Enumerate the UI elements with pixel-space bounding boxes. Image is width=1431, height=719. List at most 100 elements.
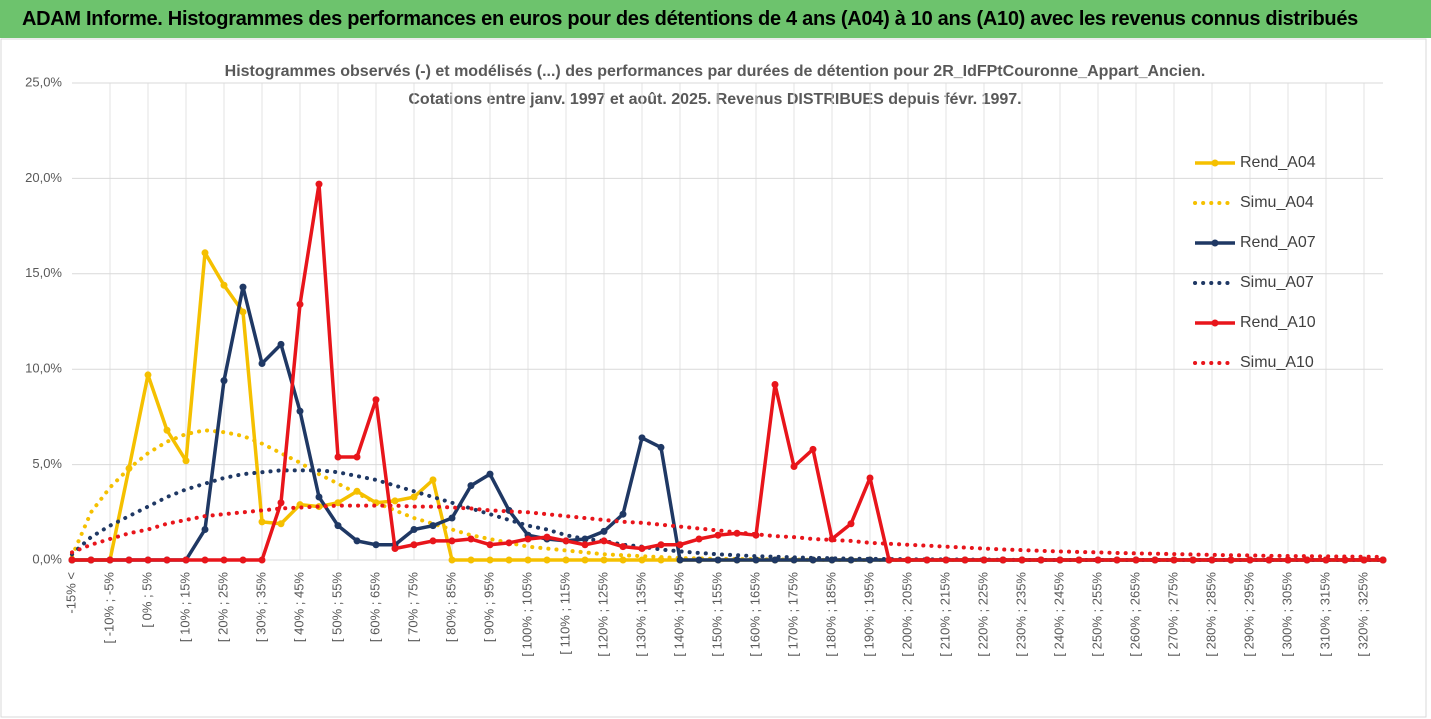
point bbox=[239, 556, 247, 564]
x-tick-label: [ 290% ; 295% bbox=[1241, 572, 1256, 657]
point bbox=[923, 556, 931, 564]
point bbox=[1151, 556, 1159, 564]
point bbox=[410, 541, 418, 549]
legend-label: Rend_A04 bbox=[1240, 154, 1316, 171]
y-tick-label: 5,0% bbox=[32, 456, 62, 471]
x-tick-label: [ 160% ; 165% bbox=[747, 572, 762, 657]
point bbox=[619, 543, 627, 551]
x-tick-label: [ 310% ; 315% bbox=[1317, 572, 1332, 657]
point bbox=[733, 556, 741, 564]
point bbox=[201, 556, 209, 564]
point bbox=[961, 556, 969, 564]
x-tick-label: [ 320% ; 325% bbox=[1355, 572, 1370, 657]
point bbox=[657, 541, 665, 549]
point bbox=[315, 180, 323, 188]
point bbox=[448, 537, 456, 545]
point bbox=[106, 556, 114, 564]
point bbox=[657, 443, 665, 451]
point bbox=[429, 476, 437, 484]
x-tick-label: [ 50% ; 55% bbox=[329, 572, 344, 643]
point bbox=[600, 527, 608, 535]
point bbox=[448, 556, 456, 564]
point bbox=[771, 380, 779, 388]
point bbox=[258, 518, 266, 526]
x-tick-label: [ 60% ; 65% bbox=[367, 572, 382, 643]
series-line bbox=[70, 468, 1385, 562]
point bbox=[220, 556, 228, 564]
point bbox=[676, 556, 684, 564]
point bbox=[391, 545, 399, 553]
point bbox=[353, 453, 361, 461]
point bbox=[524, 535, 532, 543]
point bbox=[1303, 556, 1311, 564]
point bbox=[809, 445, 817, 453]
point bbox=[562, 537, 570, 545]
legend-label: Simu_A10 bbox=[1240, 354, 1314, 371]
point bbox=[543, 533, 551, 541]
point bbox=[277, 340, 285, 348]
point bbox=[372, 541, 380, 549]
point bbox=[467, 556, 475, 564]
point bbox=[1265, 556, 1273, 564]
x-tick-label: [ 70% ; 75% bbox=[405, 572, 420, 643]
point bbox=[866, 474, 874, 482]
x-tick-label: [ 270% ; 275% bbox=[1165, 572, 1180, 657]
x-tick-label: [ 190% ; 195% bbox=[861, 572, 876, 657]
x-tick-label: [ 140% ; 145% bbox=[671, 572, 686, 657]
point bbox=[201, 249, 209, 257]
x-tick-label: [ 300% ; 305% bbox=[1279, 572, 1294, 657]
point bbox=[429, 537, 437, 545]
point bbox=[543, 556, 551, 564]
x-tick-label: [ 220% ; 225% bbox=[975, 572, 990, 657]
point bbox=[752, 556, 760, 564]
point bbox=[600, 537, 608, 545]
point bbox=[239, 283, 247, 291]
x-tick-label: [ 280% ; 285% bbox=[1203, 572, 1218, 657]
point bbox=[695, 535, 703, 543]
series-line bbox=[70, 503, 1385, 559]
point bbox=[1037, 556, 1045, 564]
point bbox=[619, 556, 627, 564]
point bbox=[1246, 556, 1254, 564]
point bbox=[448, 514, 456, 522]
point bbox=[258, 556, 266, 564]
point bbox=[505, 556, 513, 564]
x-tick-label: [ 230% ; 235% bbox=[1013, 572, 1028, 657]
x-tick-label: [ 240% ; 245% bbox=[1051, 572, 1066, 657]
series-line bbox=[72, 285, 1383, 562]
chart: Histogrammes observés (-) et modélisés (… bbox=[0, 38, 1427, 718]
legend-label: Rend_A07 bbox=[1240, 234, 1316, 251]
point bbox=[315, 493, 323, 501]
point bbox=[790, 463, 798, 471]
y-tick-label: 25,0% bbox=[25, 74, 62, 89]
point bbox=[581, 556, 589, 564]
point bbox=[524, 556, 532, 564]
point bbox=[638, 434, 646, 442]
point bbox=[277, 499, 285, 507]
point bbox=[486, 541, 494, 549]
point bbox=[581, 541, 589, 549]
x-tick-label: [ 210% ; 215% bbox=[937, 572, 952, 657]
point bbox=[600, 556, 608, 564]
x-tick-label: [ 170% ; 175% bbox=[785, 572, 800, 657]
legend-marker bbox=[1211, 239, 1219, 247]
point bbox=[87, 556, 95, 564]
y-tick-label: 20,0% bbox=[25, 170, 62, 185]
point bbox=[1075, 556, 1083, 564]
x-tick-label: [ 200% ; 205% bbox=[899, 572, 914, 657]
point bbox=[182, 556, 190, 564]
point bbox=[334, 453, 342, 461]
point bbox=[220, 281, 228, 289]
point bbox=[144, 556, 152, 564]
y-tick-label: 0,0% bbox=[32, 551, 62, 566]
x-tick-label: [ 130% ; 135% bbox=[633, 572, 648, 657]
point bbox=[904, 556, 912, 564]
point bbox=[1170, 556, 1178, 564]
point bbox=[695, 556, 703, 564]
point bbox=[980, 556, 988, 564]
legend-label: Simu_A07 bbox=[1240, 274, 1314, 291]
point bbox=[277, 520, 285, 528]
y-tick-label: 10,0% bbox=[25, 361, 62, 376]
point bbox=[505, 539, 513, 547]
